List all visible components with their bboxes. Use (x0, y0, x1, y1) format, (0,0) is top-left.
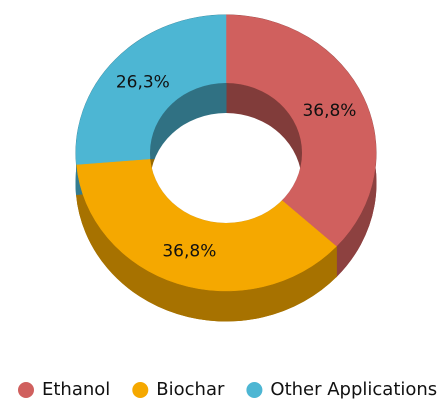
legend-marker (246, 382, 263, 398)
slice (76, 158, 337, 292)
legend-marker (18, 382, 34, 398)
legend-marker (132, 382, 149, 398)
value-label: 36,8% (302, 101, 356, 121)
slice (225, 14, 377, 247)
value-label: 36,8% (162, 241, 216, 261)
legend-label: Other Applications (270, 379, 437, 400)
legend-label: Ethanol (42, 379, 110, 400)
legend-label: Biochar (156, 379, 225, 400)
value-label: 26,3% (116, 73, 170, 93)
